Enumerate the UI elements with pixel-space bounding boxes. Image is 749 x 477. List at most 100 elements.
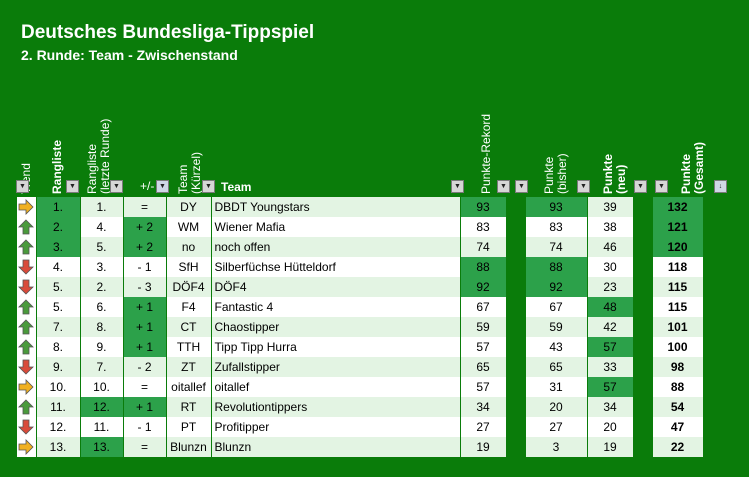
points-total-cell: 115	[652, 297, 704, 317]
page-subtitle: 2. Runde: Team - Zwischenstand	[21, 47, 238, 63]
short-name-cell: oitallef	[166, 377, 212, 397]
points-before-cell: 27	[525, 417, 588, 437]
points-before-cell: 92	[525, 277, 588, 297]
table-row: 5. 2. - 3 DÖF4 DÖF4 92 92 23 115	[17, 277, 704, 297]
points-before-cell: 3	[525, 437, 588, 457]
filter-dropdown-punkte-neu-2[interactable]: ▼	[655, 180, 668, 193]
spacer-cell	[633, 237, 653, 257]
header-rangliste-letzte: Rangliste (letzte Runde)	[85, 118, 112, 194]
points-before-cell: 88	[525, 257, 588, 277]
points-new-cell: 20	[587, 417, 634, 437]
points-record-cell: 57	[460, 377, 507, 397]
filter-dropdown-punkte-rekord[interactable]: ▼	[497, 180, 510, 193]
table-row: 10. 10. = oitallef oitallef 57 31 57 88	[17, 377, 704, 397]
arrow-up-icon	[18, 239, 35, 255]
table-row: 7. 8. + 1 CT Chaostipper 59 59 42 101	[17, 317, 704, 337]
points-new-cell: 39	[587, 197, 634, 217]
rank-cell: 9.	[36, 357, 81, 377]
rank-cell: 2.	[36, 217, 81, 237]
sort-dropdown-punkte-gesamt[interactable]: ↓	[714, 180, 727, 193]
filter-dropdown-punkte-bisher[interactable]: ▼	[577, 180, 590, 193]
spacer-cell	[506, 237, 526, 257]
points-record-cell: 74	[460, 237, 507, 257]
filter-dropdown-team-kuerzel[interactable]: ▼	[202, 180, 215, 193]
spacer-cell	[506, 337, 526, 357]
diff-cell: + 2	[123, 237, 167, 257]
filter-dropdown-punkte-rekord-2[interactable]: ▼	[515, 180, 528, 193]
points-total-cell: 98	[652, 357, 704, 377]
spacer-cell	[506, 437, 526, 457]
points-new-cell: 57	[587, 377, 634, 397]
points-before-cell: 74	[525, 237, 588, 257]
header-rangliste: Rangliste	[50, 139, 64, 194]
team-name-cell: Silberfüchse Hütteldorf	[211, 257, 461, 277]
spacer-cell	[506, 317, 526, 337]
filter-dropdown-rangliste[interactable]: ▼	[66, 180, 79, 193]
short-name-cell: F4	[166, 297, 212, 317]
rank-cell: 3.	[36, 237, 81, 257]
spacer-cell	[633, 397, 653, 417]
points-record-cell: 27	[460, 417, 507, 437]
arrow-down-icon	[18, 419, 35, 435]
table-row: 1. 1. = DY DBDT Youngstars 93 93 39 132	[17, 197, 704, 217]
table-row: 3. 5. + 2 no noch offen 74 74 46 120	[17, 237, 704, 257]
points-record-cell: 93	[460, 197, 507, 217]
rank-cell: 7.	[36, 317, 81, 337]
trend-cell	[17, 197, 37, 217]
spacer-cell	[506, 397, 526, 417]
points-new-cell: 30	[587, 257, 634, 277]
last-rank-cell: 6.	[80, 297, 124, 317]
header-plusminus: +/-	[140, 179, 155, 193]
diff-cell: - 3	[123, 277, 167, 297]
trend-cell	[17, 317, 37, 337]
points-total-cell: 100	[652, 337, 704, 357]
trend-cell	[17, 377, 37, 397]
table-row: 9. 7. - 2 ZT Zufallstipper 65 65 33 98	[17, 357, 704, 377]
trend-cell	[17, 437, 37, 457]
rank-cell: 5.	[36, 277, 81, 297]
filter-dropdown-trend[interactable]: ▼	[16, 180, 29, 193]
arrow-up-icon	[18, 399, 35, 415]
points-new-cell: 46	[587, 237, 634, 257]
team-name-cell: Profitipper	[211, 417, 461, 437]
points-new-cell: 23	[587, 277, 634, 297]
points-new-cell: 34	[587, 397, 634, 417]
trend-cell	[17, 297, 37, 317]
diff-cell: + 1	[123, 297, 167, 317]
points-total-cell: 88	[652, 377, 704, 397]
header-team: Team	[221, 180, 252, 194]
header-punkte-bisher: Punkte (bisher)	[542, 153, 569, 194]
diff-cell: =	[123, 377, 167, 397]
spacer-cell	[633, 297, 653, 317]
table-row: 12. 11. - 1 PT Profitipper 27 27 20 47	[17, 417, 704, 437]
points-total-cell: 47	[652, 417, 704, 437]
last-rank-cell: 3.	[80, 257, 124, 277]
team-name-cell: DBDT Youngstars	[211, 197, 461, 217]
trend-cell	[17, 397, 37, 417]
short-name-cell: TTH	[166, 337, 212, 357]
filter-dropdown-team[interactable]: ▼	[451, 180, 464, 193]
short-name-cell: DÖF4	[166, 277, 212, 297]
trend-cell	[17, 337, 37, 357]
rank-cell: 5.	[36, 297, 81, 317]
points-new-cell: 19	[587, 437, 634, 457]
filter-dropdown-punkte-neu[interactable]: ▼	[634, 180, 647, 193]
table-row: 5. 6. + 1 F4 Fantastic 4 67 67 48 115	[17, 297, 704, 317]
points-record-cell: 34	[460, 397, 507, 417]
table-row: 13. 13. = Blunzn Blunzn 19 3 19 22	[17, 437, 704, 457]
last-rank-cell: 9.	[80, 337, 124, 357]
spacer-cell	[506, 377, 526, 397]
points-record-cell: 88	[460, 257, 507, 277]
team-name-cell: DÖF4	[211, 277, 461, 297]
last-rank-cell: 4.	[80, 217, 124, 237]
short-name-cell: CT	[166, 317, 212, 337]
arrow-up-icon	[18, 219, 35, 235]
points-record-cell: 65	[460, 357, 507, 377]
last-rank-cell: 11.	[80, 417, 124, 437]
rank-cell: 4.	[36, 257, 81, 277]
filter-dropdown-plusminus-active[interactable]: ▼	[156, 180, 169, 193]
trend-cell	[17, 257, 37, 277]
filter-dropdown-rangliste-letzte[interactable]: ▼	[110, 180, 123, 193]
spacer-cell	[633, 197, 653, 217]
spacer-cell	[506, 417, 526, 437]
